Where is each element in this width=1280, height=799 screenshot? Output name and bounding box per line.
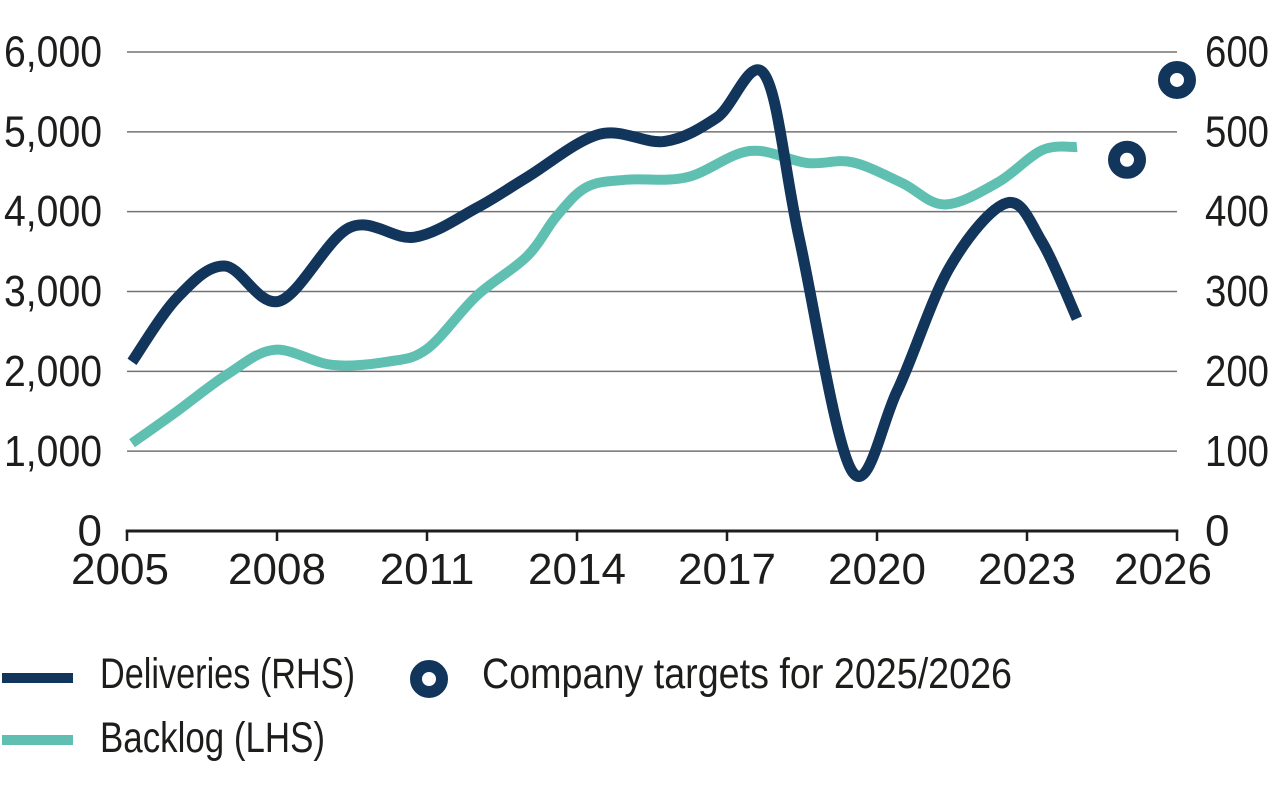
deliveries-line-swatch-icon — [2, 673, 73, 683]
target-ring-icon — [410, 660, 448, 698]
backlog-line-swatch-icon — [2, 735, 73, 745]
x-tick-label: 2011 — [380, 545, 475, 594]
y-right-tick-label: 400 — [1205, 187, 1269, 236]
y-right-tick-label: 100 — [1205, 427, 1269, 476]
y-right-tick-label: 200 — [1205, 347, 1269, 396]
legend-label-deliveries: Deliveries (RHS) — [100, 650, 355, 698]
y-right-tick-label: 600 — [1205, 27, 1269, 76]
y-left-tick-label: 5,000 — [4, 107, 102, 156]
x-tick-label: 2026 — [1114, 545, 1212, 594]
y-left-tick-label: 0 — [78, 507, 102, 556]
y-left-tick-label: 2,000 — [4, 347, 102, 396]
x-tick-label: 2014 — [528, 545, 626, 594]
y-left-tick-label: 1,000 — [4, 427, 102, 476]
x-tick-label: 2017 — [678, 545, 776, 594]
x-tick-label: 2008 — [228, 545, 326, 594]
x-tick-label: 2005 — [71, 545, 169, 594]
x-tick-label: 2020 — [828, 545, 926, 594]
target-marker-2025 — [1108, 140, 1146, 179]
deliveries-line — [127, 64, 1083, 482]
y-axis-left: 6,000 5,000 4,000 3,000 2,000 1,000 0 — [4, 27, 102, 555]
y-right-tick-label: 500 — [1205, 107, 1269, 156]
y-left-tick-label: 6,000 — [4, 27, 102, 76]
x-tick-label: 2023 — [978, 545, 1076, 594]
legend-label-targets: Company targets for 2025/2026 — [482, 650, 1012, 698]
legend-label-backlog: Backlog (LHS) — [100, 714, 325, 762]
x-axis-labels: 2005 2008 2011 2014 2017 2020 2023 2026 — [71, 545, 1212, 594]
y-right-tick-label: 0 — [1205, 507, 1229, 556]
y-axis-right: 600 500 400 300 200 100 0 — [1205, 27, 1269, 555]
y-right-tick-label: 300 — [1205, 267, 1269, 316]
legend: Deliveries (RHS) Company targets for 202… — [2, 650, 1012, 762]
target-marker-2026 — [1158, 60, 1196, 99]
backlog-line — [129, 141, 1078, 448]
plot-area — [125, 51, 1196, 541]
y-left-tick-label: 4,000 — [4, 187, 102, 236]
y-left-tick-label: 3,000 — [4, 267, 102, 316]
